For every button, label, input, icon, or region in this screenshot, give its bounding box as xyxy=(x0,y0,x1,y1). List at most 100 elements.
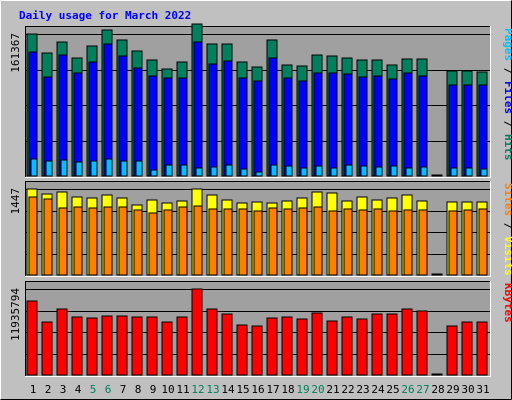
bar-sites-day-24 xyxy=(373,208,383,276)
bar-files-day-11 xyxy=(178,77,188,177)
bar-sites-day-6 xyxy=(103,206,113,276)
bar-sites-day-21 xyxy=(328,210,338,276)
bar-files-day-6 xyxy=(103,43,113,177)
bar-files-day-1 xyxy=(28,51,38,177)
bar-pages-day-19 xyxy=(300,167,308,177)
day-label-27: 27 xyxy=(416,383,429,396)
bar-kbytes-day-31 xyxy=(476,321,488,376)
day-axis-labels: 1 2 3 4 5 6 7 8 9 10 11 12 13 14 15 16 17 18 19 20 21 22 23 24 2… xyxy=(30,383,490,396)
bar-pages-day-13 xyxy=(210,166,218,177)
bar-sites-day-25 xyxy=(388,210,398,276)
bar-pages-day-16 xyxy=(255,171,263,177)
bar-kbytes-day-18 xyxy=(281,316,293,376)
day-label-10: 10 xyxy=(161,383,174,396)
bar-sites-day-11 xyxy=(178,206,188,276)
day-label-22: 22 xyxy=(341,383,354,396)
bar-kbytes-day-2 xyxy=(41,321,53,376)
bar-pages-day-12 xyxy=(195,167,203,177)
bar-files-day-16 xyxy=(253,80,263,177)
bar-sites-day-14 xyxy=(223,208,233,276)
day-label-6: 6 xyxy=(105,383,112,396)
bar-kbytes-day-3 xyxy=(56,308,68,376)
day-label-30: 30 xyxy=(461,383,474,396)
bar-pages-day-17 xyxy=(270,164,278,177)
day-label-7: 7 xyxy=(120,383,127,396)
bar-kbytes-day-16 xyxy=(251,325,263,376)
bar-pages-day-6 xyxy=(105,158,113,177)
bar-sites-day-31 xyxy=(478,208,488,276)
bar-sites-day-19 xyxy=(298,207,308,276)
bar-kbytes-day-7 xyxy=(116,315,128,376)
bar-kbytes-day-26 xyxy=(401,308,413,376)
bar-sites-day-9 xyxy=(148,212,158,276)
bar-pages-day-8 xyxy=(135,160,143,177)
bar-pages-day-15 xyxy=(240,168,248,177)
bar-sites-day-18 xyxy=(283,208,293,276)
day-label-1: 1 xyxy=(30,383,37,396)
bar-sites-day-28 xyxy=(433,273,443,276)
bar-files-day-8 xyxy=(133,67,143,177)
bar-sites-day-16 xyxy=(253,210,263,276)
bar-pages-day-10 xyxy=(165,164,173,177)
bar-pages-day-26 xyxy=(405,167,413,177)
day-label-29: 29 xyxy=(446,383,459,396)
bar-sites-day-27 xyxy=(418,209,428,276)
visits-panel-max-label: 1447 xyxy=(9,188,22,215)
bar-files-day-22 xyxy=(343,73,353,177)
bar-kbytes-day-23 xyxy=(356,318,368,376)
bar-pages-day-3 xyxy=(60,159,68,177)
bar-kbytes-day-21 xyxy=(326,320,338,376)
bar-kbytes-day-12 xyxy=(191,288,203,376)
bar-pages-day-23 xyxy=(360,165,368,177)
bar-pages-day-28 xyxy=(435,174,443,177)
bar-files-day-29 xyxy=(448,84,458,177)
visits-panel-legend: Sites / Visits xyxy=(502,183,512,276)
bar-files-day-30 xyxy=(463,84,473,177)
legend-entry: Visits xyxy=(502,236,512,276)
bar-kbytes-day-25 xyxy=(386,313,398,376)
bar-pages-day-27 xyxy=(420,166,428,177)
bar-kbytes-day-13 xyxy=(206,308,218,376)
bar-files-day-10 xyxy=(163,77,173,177)
day-label-15: 15 xyxy=(236,383,249,396)
bar-files-day-19 xyxy=(298,80,308,177)
bar-sites-day-29 xyxy=(448,210,458,276)
day-label-17: 17 xyxy=(266,383,279,396)
chart-title: Daily usage for March 2022 xyxy=(19,9,191,22)
bar-sites-day-20 xyxy=(313,206,323,276)
chart-panels: 161367 Pages / Files / Hits 1447 Sites / Vi… xyxy=(9,23,512,377)
legend-entry: Files xyxy=(502,81,512,114)
hits-panel-legend: Pages / Files / Hits xyxy=(502,28,512,161)
day-label-20: 20 xyxy=(311,383,324,396)
bar-pages-day-2 xyxy=(45,160,53,177)
bar-files-day-17 xyxy=(268,57,278,177)
day-label-12: 12 xyxy=(191,383,204,396)
bar-kbytes-day-30 xyxy=(461,321,473,376)
day-label-21: 21 xyxy=(326,383,339,396)
day-label-14: 14 xyxy=(221,383,235,396)
bar-pages-day-5 xyxy=(90,160,98,177)
bar-kbytes-day-24 xyxy=(371,313,383,376)
bar-pages-day-22 xyxy=(345,164,353,177)
bar-files-day-20 xyxy=(313,72,323,177)
bar-pages-day-25 xyxy=(390,165,398,177)
bar-pages-day-24 xyxy=(375,166,383,177)
day-label-3: 3 xyxy=(60,383,67,396)
legend-entry: KBytes xyxy=(502,283,512,323)
day-label-9: 9 xyxy=(150,383,157,396)
legend-entry: Hits xyxy=(502,134,512,161)
day-label-28: 28 xyxy=(431,383,444,396)
bar-sites-day-17 xyxy=(268,207,278,276)
bar-files-day-9 xyxy=(148,75,158,177)
legend-entry: Pages xyxy=(502,28,512,61)
bar-sites-day-23 xyxy=(358,209,368,276)
bar-pages-day-11 xyxy=(180,164,188,177)
day-label-31: 31 xyxy=(476,383,489,396)
day-label-13: 13 xyxy=(206,383,219,396)
bar-sites-day-4 xyxy=(73,206,83,276)
bar-kbytes-day-11 xyxy=(176,316,188,376)
bar-kbytes-day-20 xyxy=(311,312,323,376)
visits-panel: 1447 Sites / Visits xyxy=(9,181,512,277)
bar-files-day-14 xyxy=(223,60,233,177)
